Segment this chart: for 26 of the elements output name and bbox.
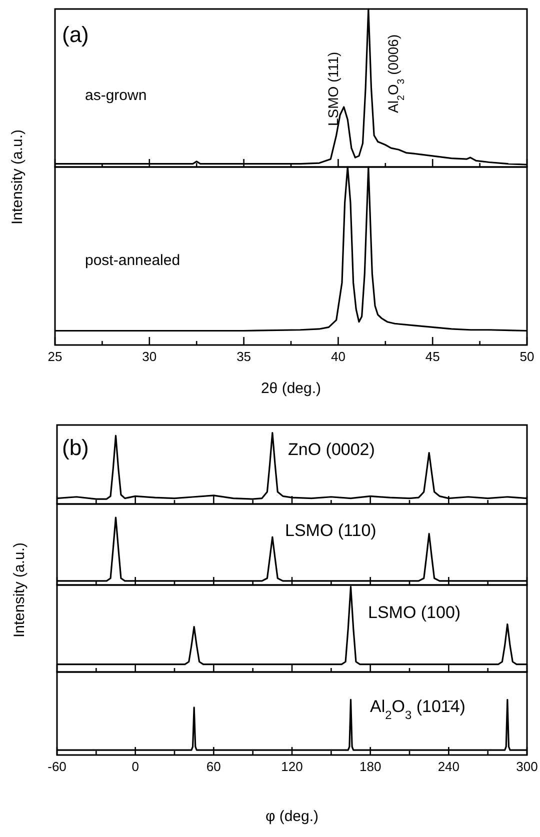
x-tick-label: 40 bbox=[330, 349, 346, 364]
x-tick-label: -60 bbox=[48, 759, 66, 774]
x-tick-label: 30 bbox=[142, 349, 157, 364]
x-tick-label: 45 bbox=[425, 349, 440, 364]
annotation: LSMO (111) bbox=[325, 52, 341, 126]
x-tick-label: 120 bbox=[281, 759, 303, 774]
y-axis-title: Intensity (a.u.) bbox=[11, 542, 28, 638]
annotation: ZnO (0002) bbox=[288, 440, 375, 459]
x-tick-label: 25 bbox=[48, 349, 62, 364]
annotation: LSMO (110) bbox=[285, 521, 376, 540]
annotation: Al$_{2}$O$_{3}$ (101̄4) bbox=[370, 697, 466, 722]
annotation: LSMO (100) bbox=[368, 603, 461, 622]
annotation: post-annealed bbox=[85, 252, 180, 269]
x-axis-title: 2θ (deg.) bbox=[260, 380, 322, 397]
annotation: (b) bbox=[62, 435, 89, 460]
x-tick-label: 60 bbox=[206, 759, 221, 774]
x-axis-title: φ (deg.) bbox=[265, 808, 319, 825]
annotation: (a) bbox=[62, 22, 89, 47]
x-tick-label: 180 bbox=[359, 759, 382, 774]
x-tick-label: 0 bbox=[132, 759, 139, 774]
y-axis-title: Intensity (a.u.) bbox=[9, 129, 26, 225]
x-tick-label: 300 bbox=[516, 759, 538, 774]
annotation: as-grown bbox=[85, 87, 147, 104]
x-tick-label: 240 bbox=[438, 759, 460, 774]
x-tick-label: 35 bbox=[236, 349, 252, 364]
x-tick-label: 50 bbox=[520, 349, 534, 364]
